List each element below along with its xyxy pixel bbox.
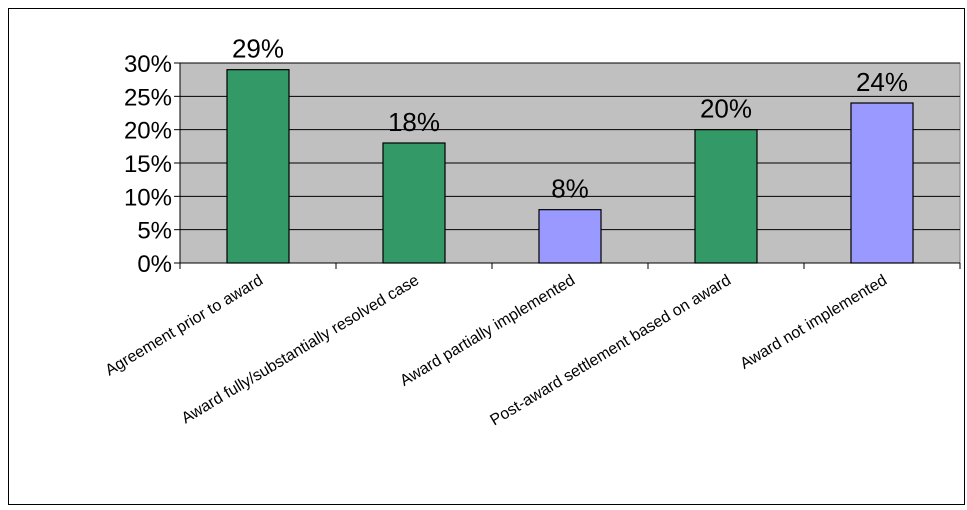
data-label: 8% — [551, 174, 589, 204]
bar — [382, 142, 446, 264]
data-label: 20% — [700, 94, 752, 124]
data-label: 18% — [388, 107, 440, 137]
y-tick-label: 20% — [124, 118, 172, 145]
bar — [226, 69, 290, 264]
chart-frame: 0% 5% 10% 15% 20% 25% 30% 29% 18% 8% 20% 24% Agree… — [8, 8, 965, 505]
y-tick-label: 0% — [137, 251, 172, 278]
y-tick-label: 25% — [124, 84, 172, 111]
data-label: 24% — [856, 67, 908, 97]
data-labels: 29% 18% 8% 20% 24% — [232, 34, 908, 204]
data-label: 29% — [232, 34, 284, 64]
bar-series — [226, 69, 914, 264]
y-axis: 0% 5% 10% 15% 20% 25% 30% — [124, 51, 181, 278]
bar — [694, 129, 758, 264]
gridlines — [180, 62, 960, 231]
bar — [850, 102, 914, 264]
y-tick-label: 10% — [124, 184, 172, 211]
bar — [538, 209, 602, 264]
bar-chart: 0%5%10%15%20%25%30% 29%18%8%20%24% Agree… — [8, 8, 965, 505]
y-tick-label: 15% — [124, 151, 172, 178]
y-tick-label: 30% — [124, 51, 172, 78]
y-tick-label: 5% — [137, 218, 172, 245]
